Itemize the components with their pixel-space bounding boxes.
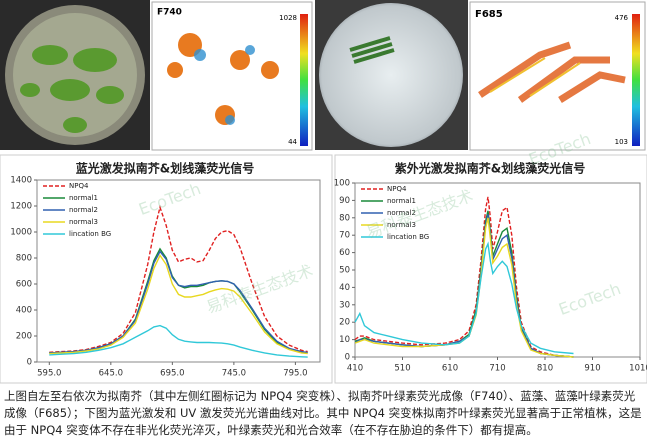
legend-label: lincation BG <box>69 230 111 238</box>
plot-area <box>36 179 321 363</box>
image-f740: F740 1028 44 <box>151 1 313 151</box>
x-tick-label: 695.0 <box>160 369 184 379</box>
x-tick-label: 910 <box>584 364 600 374</box>
y-tick-label: 0 <box>27 358 32 368</box>
series-line <box>49 253 308 355</box>
x-tick-label: 410 <box>347 364 363 374</box>
legend-label: normal3 <box>69 218 98 226</box>
y-tick-label: 200 <box>16 332 32 342</box>
y-tick-label: 1200 <box>10 202 32 212</box>
x-tick-label: 645.0 <box>99 369 123 379</box>
y-tick-label: 60 <box>339 248 350 258</box>
y-tick-label: 70 <box>339 231 350 241</box>
caption: 上图自左至右依次为拟南芥（其中左侧红圈标记为 NPQ4 突变株）、拟南芥叶绿素荧… <box>4 389 642 437</box>
image-f685: F685 476 103 <box>469 1 646 151</box>
image-label: F740 <box>157 8 182 18</box>
y-tick-label: 0 <box>345 353 350 363</box>
y-tick-label: 80 <box>339 213 350 223</box>
legend-label: lincation BG <box>387 233 429 241</box>
y-tick-label: 1400 <box>10 176 32 186</box>
series-line <box>354 217 574 358</box>
series-line <box>354 241 574 355</box>
y-tick-label: 800 <box>16 254 32 264</box>
legend-label: normal2 <box>387 209 416 217</box>
y-tick-label: 1000 <box>10 228 32 238</box>
chart-frame <box>0 154 333 384</box>
colorbar-min: 103 <box>615 138 628 146</box>
chart-title: 紫外光激发拟南芥&划线藻荧光信号 <box>395 161 585 176</box>
x-tick-label: 595.0 <box>37 369 61 379</box>
series-line <box>354 196 574 358</box>
y-tick-label: 90 <box>339 196 350 206</box>
x-tick-label: 510 <box>394 364 410 374</box>
legend-label: NPQ4 <box>387 185 407 193</box>
series-line <box>49 250 308 354</box>
y-tick-label: 600 <box>16 280 32 290</box>
legend-label: normal2 <box>69 206 98 214</box>
series-line <box>49 204 308 353</box>
y-tick-label: 400 <box>16 306 32 316</box>
x-tick-label: 810 <box>537 364 553 374</box>
colorbar-min: 44 <box>288 138 297 146</box>
x-tick-label: 710 <box>489 364 505 374</box>
figure: F740 1028 44 F685 476 103 蓝光激发拟南芥&划线藻荧光信… <box>0 0 647 384</box>
legend-label: NPQ4 <box>69 182 89 190</box>
colorbar-max: 1028 <box>279 14 297 22</box>
x-tick-label: 610 <box>442 364 458 374</box>
x-tick-label: 795.0 <box>283 369 307 379</box>
image-label: F685 <box>475 9 503 20</box>
y-tick-label: 20 <box>339 318 350 328</box>
legend-label: normal3 <box>387 221 416 229</box>
y-tick-label: 50 <box>339 266 350 276</box>
series-line <box>49 324 308 358</box>
photo-plants <box>0 0 150 150</box>
y-tick-label: 30 <box>339 300 350 310</box>
y-tick-label: 100 <box>334 179 350 189</box>
photo-algae <box>315 0 468 150</box>
x-tick-label: 745.0 <box>222 369 246 379</box>
legend-label: normal1 <box>387 197 416 205</box>
y-tick-label: 40 <box>339 283 350 293</box>
legend-label: normal1 <box>69 194 98 202</box>
colorbar-max: 476 <box>615 14 629 22</box>
chart-title: 蓝光激发拟南芥&划线藻荧光信号 <box>76 161 254 176</box>
y-tick-label: 10 <box>339 335 350 345</box>
